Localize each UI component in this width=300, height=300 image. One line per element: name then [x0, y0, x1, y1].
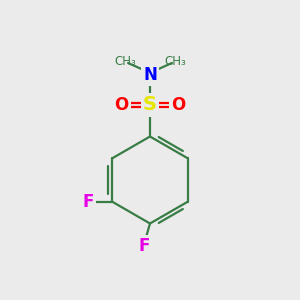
Text: O: O [114, 96, 129, 114]
Text: F: F [138, 237, 150, 255]
Text: F: F [82, 193, 94, 211]
Text: N: N [143, 66, 157, 84]
Text: CH₃: CH₃ [164, 55, 186, 68]
Text: O: O [171, 96, 186, 114]
Text: S: S [143, 95, 157, 115]
Text: CH₃: CH₃ [114, 55, 136, 68]
